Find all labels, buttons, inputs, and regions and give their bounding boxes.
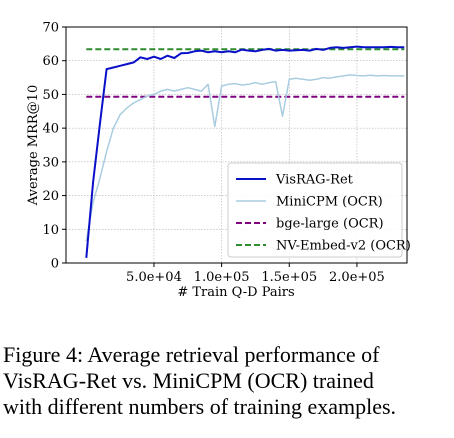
x-tick-label: 2.0e+05 (329, 270, 385, 285)
y-tick-label: 40 (42, 122, 59, 137)
plot-frame (65, 26, 408, 264)
x-tick-label: 5.0e+04 (126, 270, 182, 285)
y-axis-label: Average MRR@10 (26, 85, 41, 206)
legend-entries: VisRAG-Ret MiniCPM (OCR) bge-large (OCR) NV… (236, 173, 411, 254)
y-tick-label: 60 (42, 54, 59, 69)
y-tick-label: 70 (42, 21, 59, 36)
caption-line-2: VisRAG-Ret vs. MiniCPM (OCR) trained (3, 368, 374, 393)
legend-frame (227, 162, 403, 258)
x-tick-label: 1.5e+05 (261, 270, 317, 285)
y-tick-label: 0 (51, 257, 59, 272)
line-chart: 0 10 20 30 40 50 60 70 5.0e+04 1.0e+05 1.5e+05 2.0… (26, 21, 411, 301)
y-tick-label: 20 (42, 189, 59, 204)
y-tick-label: 30 (42, 155, 59, 170)
x-axis-label: # Train Q-D Pairs (177, 285, 294, 300)
y-axis: 0 10 20 30 40 50 60 70 (42, 21, 66, 272)
legend-label-3: NV-Embed-v2 (OCR) (276, 239, 411, 254)
y-tick-label: 10 (42, 223, 59, 238)
series-line-1 (85, 74, 405, 242)
caption-line-1: Figure 4: Average retrieval performance … (3, 342, 380, 367)
series-lines (85, 45, 405, 258)
legend-label-2: bge-large (OCR) (276, 217, 384, 232)
figure-caption: Figure 4: Average retrieval performance … (3, 342, 453, 420)
legend-label-0: VisRAG-Ret (275, 173, 354, 188)
x-tick-label: 1.0e+05 (194, 270, 250, 285)
grid (66, 26, 407, 264)
series-line-0 (85, 45, 405, 258)
caption-line-3: with different numbers of training examp… (3, 394, 397, 419)
x-axis: 5.0e+04 1.0e+05 1.5e+05 2.0e+05 (126, 263, 385, 285)
legend-label-1: MiniCPM (OCR) (276, 195, 383, 210)
legend: VisRAG-Ret MiniCPM (OCR) bge-large (OCR) NV… (227, 162, 411, 258)
y-tick-label: 50 (42, 88, 59, 103)
